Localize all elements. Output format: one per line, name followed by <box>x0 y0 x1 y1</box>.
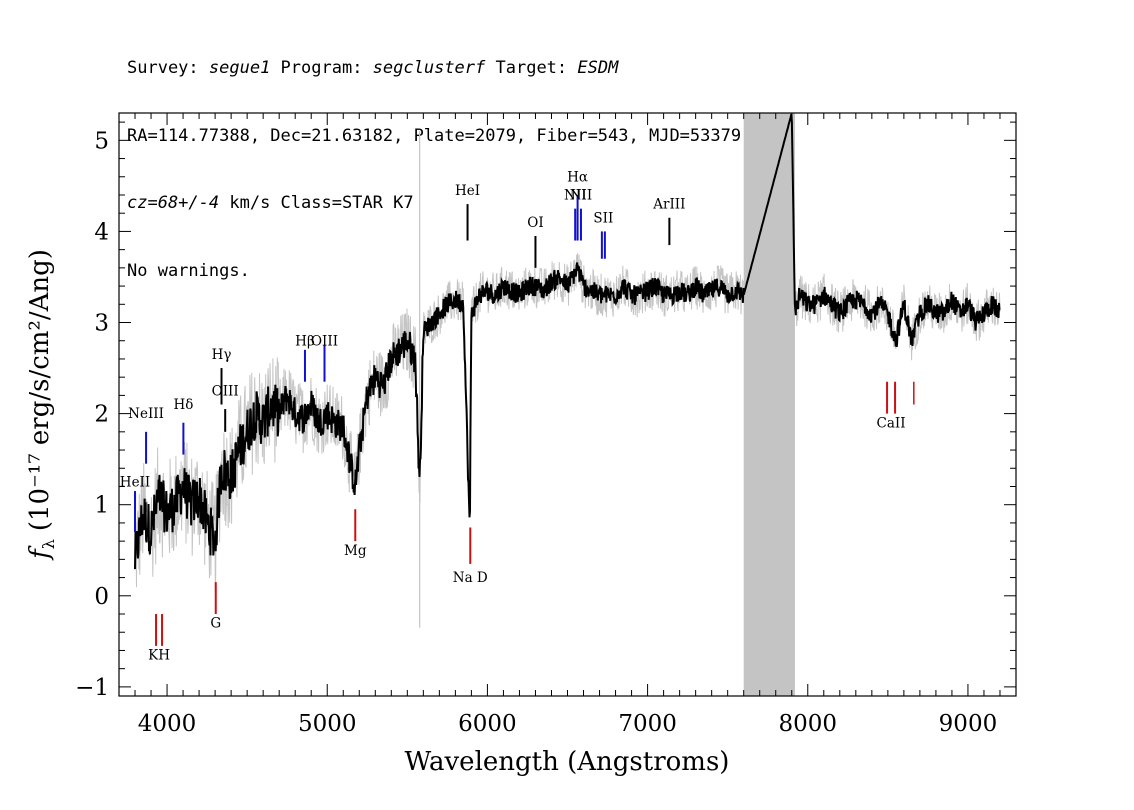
y-tick-label--1: −1 <box>75 675 109 701</box>
header-line-redshift: cz=68+/-4 km/s Class=STAR K7 <box>127 192 741 215</box>
axes: 4000 5000 6000 7000 8000 9000 −1 0 1 2 3 4 5 <box>75 112 1017 737</box>
masked-wavelength-band <box>743 113 795 696</box>
x-tick-label-7000: 7000 <box>618 711 677 737</box>
x-tick-label-6000: 6000 <box>458 711 517 737</box>
y-tick-label-2: 2 <box>94 402 109 428</box>
program-label: Program: <box>270 58 373 78</box>
x-tick-label-8000: 8000 <box>778 711 837 737</box>
y-tick-label-1: 1 <box>94 493 109 519</box>
emission-label-9: NII <box>564 188 586 204</box>
spectral-line-markers: HeIINeIIIHδHγOIIIHβOIIIHeIOINIIHαNIISIIA… <box>120 169 915 664</box>
class-value: km/s Class=STAR K7 <box>219 193 414 213</box>
spectrum-header: Survey: segue1 Program: segclusterf Targ… <box>127 12 741 305</box>
x-tick-label-5000: 5000 <box>298 711 357 737</box>
masked-region-rect <box>743 113 795 696</box>
emission-label-6: OIII <box>311 333 338 349</box>
redshift-value: cz=68+/-4 <box>127 193 220 213</box>
target-label: Target: <box>485 58 578 78</box>
header-line-warnings: No warnings. <box>127 260 250 281</box>
y-axis-subscript: λ <box>39 539 58 549</box>
absorption-label-3: Na D <box>453 570 488 586</box>
flux-spectrum-line <box>134 113 1001 570</box>
emission-label-13: ArIII <box>652 197 685 213</box>
flux-layer <box>134 113 1001 570</box>
emission-label-11: NII <box>570 188 592 204</box>
absorption-label-4: CaII <box>877 415 906 431</box>
target-value: ESDM <box>577 58 619 78</box>
y-tick-label-3: 3 <box>94 311 109 337</box>
survey-value: segue1 <box>208 58 271 78</box>
emission-label-7: HeI <box>455 183 480 199</box>
emission-label-5: Hβ <box>295 333 315 349</box>
emission-label-0: HeII <box>120 474 150 490</box>
y-tick-label-4: 4 <box>94 219 109 245</box>
program-value: segclusterf <box>372 58 486 78</box>
x-tick-label-9000: 9000 <box>939 711 998 737</box>
emission-label-4: OIII <box>212 383 239 399</box>
absorption-label-0: KH <box>148 648 170 664</box>
absorption-label-2: Mg <box>344 543 367 559</box>
header-line-coordinates: RA=114.77388, Dec=21.63182, Plate=2079, … <box>127 125 742 146</box>
survey-label: Survey: <box>127 58 209 78</box>
header-line-survey: Survey: segue1 Program: segclusterf Targ… <box>127 57 741 80</box>
emission-label-12: SII <box>593 210 613 226</box>
y-axis-unit: (10⁻¹⁷ erg/s/cm²/Ang) <box>25 249 55 531</box>
emission-label-10: Hα <box>567 169 588 185</box>
emission-label-3: Hγ <box>212 347 232 363</box>
y-tick-label-5: 5 <box>94 128 109 154</box>
emission-label-1: NeIII <box>128 406 164 422</box>
y-axis-title: fλ(10⁻¹⁷ erg/s/cm²/Ang) <box>25 249 58 561</box>
x-tick-label-4000: 4000 <box>138 711 197 737</box>
x-axis-title: Wavelength (Angstroms) <box>405 747 730 777</box>
error-band-layer <box>134 131 1001 628</box>
y-tick-label-0: 0 <box>94 584 109 610</box>
emission-label-8: OI <box>527 215 543 231</box>
absorption-label-1: G <box>210 616 221 632</box>
emission-label-2: Hδ <box>173 397 193 413</box>
